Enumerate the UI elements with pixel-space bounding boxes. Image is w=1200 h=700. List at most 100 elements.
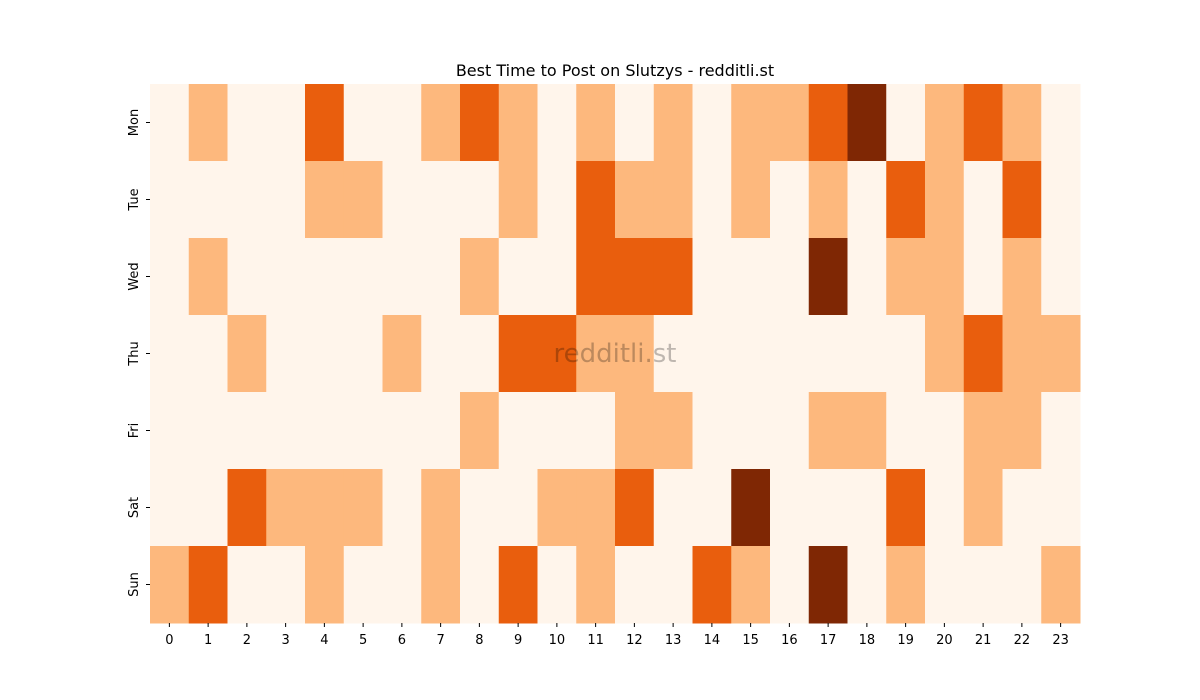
heatmap-cell-wed-12 xyxy=(615,238,655,316)
heatmap-cell-sat-1 xyxy=(188,469,228,547)
heatmap-cell-thu-3 xyxy=(266,315,306,393)
heatmap-cell-sat-11 xyxy=(576,469,616,547)
heatmap-cell-tue-10 xyxy=(537,161,577,239)
heatmap-cell-mon-13 xyxy=(653,84,693,162)
heatmap-cell-sun-7 xyxy=(421,546,461,624)
heatmap-cell-mon-0 xyxy=(150,84,190,162)
heatmap-cell-sat-20 xyxy=(925,469,965,547)
heatmap-cell-wed-16 xyxy=(770,238,810,316)
heatmap-cell-thu-11 xyxy=(576,315,616,393)
heatmap-cell-fri-3 xyxy=(266,392,306,470)
heatmap-cell-sun-14 xyxy=(692,546,732,624)
heatmap-cell-sun-4 xyxy=(305,546,345,624)
heatmap-cell-sat-5 xyxy=(343,469,383,547)
heatmap-cell-wed-10 xyxy=(537,238,577,316)
heatmap-cell-tue-20 xyxy=(925,161,965,239)
heatmap-cell-fri-19 xyxy=(886,392,926,470)
heatmap-cell-sat-6 xyxy=(382,469,422,547)
heatmap-cell-tue-21 xyxy=(963,161,1003,239)
heatmap-cell-sun-8 xyxy=(460,546,500,624)
heatmap-cell-sat-16 xyxy=(770,469,810,547)
heatmap-cell-tue-3 xyxy=(266,161,306,239)
heatmap-cell-tue-1 xyxy=(188,161,228,239)
heatmap-cell-thu-5 xyxy=(343,315,383,393)
heatmap-cell-mon-17 xyxy=(808,84,848,162)
heatmap-cell-wed-22 xyxy=(1002,238,1042,316)
heatmap-cell-sun-15 xyxy=(731,546,771,624)
heatmap-cell-fri-2 xyxy=(227,392,267,470)
heatmap-cell-tue-16 xyxy=(770,161,810,239)
heatmap-cell-tue-2 xyxy=(227,161,267,239)
heatmap-cell-sat-12 xyxy=(615,469,655,547)
heatmap-cell-thu-8 xyxy=(460,315,500,393)
x-tick-label: 4 xyxy=(320,633,328,648)
x-axis: 0 1 2 3 4 5 6 7 8 9 10 11 12 13 14 15 16 17 18 19 20 21 22 23 xyxy=(165,623,1069,648)
heatmap-cell-fri-7 xyxy=(421,392,461,470)
heatmap-cell-sun-19 xyxy=(886,546,926,624)
heatmap-cell-sat-13 xyxy=(653,469,693,547)
heatmap-cell-mon-15 xyxy=(731,84,771,162)
x-tick-label: 21 xyxy=(975,633,992,648)
heatmap-cell-mon-4 xyxy=(305,84,345,162)
heatmap-cell-sat-10 xyxy=(537,469,577,547)
heatmap-cell-wed-19 xyxy=(886,238,926,316)
heatmap-cell-sun-12 xyxy=(615,546,655,624)
heatmap-cell-mon-12 xyxy=(615,84,655,162)
heatmap-cell-mon-22 xyxy=(1002,84,1042,162)
x-tick-label: 23 xyxy=(1052,633,1069,648)
heatmap-cell-fri-22 xyxy=(1002,392,1042,470)
heatmap-cell-tue-7 xyxy=(421,161,461,239)
heatmap-cell-tue-23 xyxy=(1041,161,1081,239)
y-tick-label: Sat xyxy=(127,497,142,518)
heatmap-cell-mon-10 xyxy=(537,84,577,162)
heatmap-cell-mon-8 xyxy=(460,84,500,162)
heatmap-cell-fri-4 xyxy=(305,392,345,470)
heatmap-cell-sat-14 xyxy=(692,469,732,547)
heatmap-cell-sat-2 xyxy=(227,469,267,547)
heatmap-cell-sat-17 xyxy=(808,469,848,547)
heatmap-cell-fri-14 xyxy=(692,392,732,470)
x-tick-label: 1 xyxy=(204,633,212,648)
x-tick-label: 8 xyxy=(475,633,483,648)
heatmap-cell-thu-20 xyxy=(925,315,965,393)
heatmap-cell-thu-6 xyxy=(382,315,422,393)
heatmap-cell-sun-9 xyxy=(498,546,538,624)
heatmap-cell-wed-4 xyxy=(305,238,345,316)
heatmap-cell-mon-5 xyxy=(343,84,383,162)
heatmap-cell-sat-21 xyxy=(963,469,1003,547)
heatmap-cell-tue-22 xyxy=(1002,161,1042,239)
x-tick-label: 0 xyxy=(165,633,173,648)
heatmap-cell-sun-21 xyxy=(963,546,1003,624)
heatmap-cell-mon-14 xyxy=(692,84,732,162)
heatmap-cell-fri-0 xyxy=(150,392,190,470)
heatmap-cell-thu-13 xyxy=(653,315,693,393)
heatmap-cell-sat-15 xyxy=(731,469,771,547)
heatmap-cells xyxy=(150,84,1081,624)
heatmap-cell-sat-7 xyxy=(421,469,461,547)
heatmap-cell-sun-20 xyxy=(925,546,965,624)
heatmap-cell-wed-14 xyxy=(692,238,732,316)
heatmap-cell-thu-10 xyxy=(537,315,577,393)
x-tick-label: 13 xyxy=(665,633,682,648)
x-tick-label: 3 xyxy=(281,633,289,648)
heatmap-cell-mon-23 xyxy=(1041,84,1081,162)
heatmap-cell-sun-0 xyxy=(150,546,190,624)
heatmap-cell-wed-21 xyxy=(963,238,1003,316)
heatmap-cell-mon-3 xyxy=(266,84,306,162)
heatmap-cell-sat-23 xyxy=(1041,469,1081,547)
heatmap-cell-sat-4 xyxy=(305,469,345,547)
heatmap-cell-fri-13 xyxy=(653,392,693,470)
heatmap-cell-sun-6 xyxy=(382,546,422,624)
heatmap-cell-sat-3 xyxy=(266,469,306,547)
heatmap-cell-tue-5 xyxy=(343,161,383,239)
heatmap-cell-fri-5 xyxy=(343,392,383,470)
y-tick-label: Wed xyxy=(127,262,142,290)
x-tick-label: 6 xyxy=(398,633,406,648)
heatmap-cell-sun-11 xyxy=(576,546,616,624)
heatmap-cell-fri-20 xyxy=(925,392,965,470)
heatmap-cell-sat-18 xyxy=(847,469,887,547)
heatmap-cell-fri-11 xyxy=(576,392,616,470)
heatmap-cell-sat-19 xyxy=(886,469,926,547)
heatmap-cell-thu-23 xyxy=(1041,315,1081,393)
